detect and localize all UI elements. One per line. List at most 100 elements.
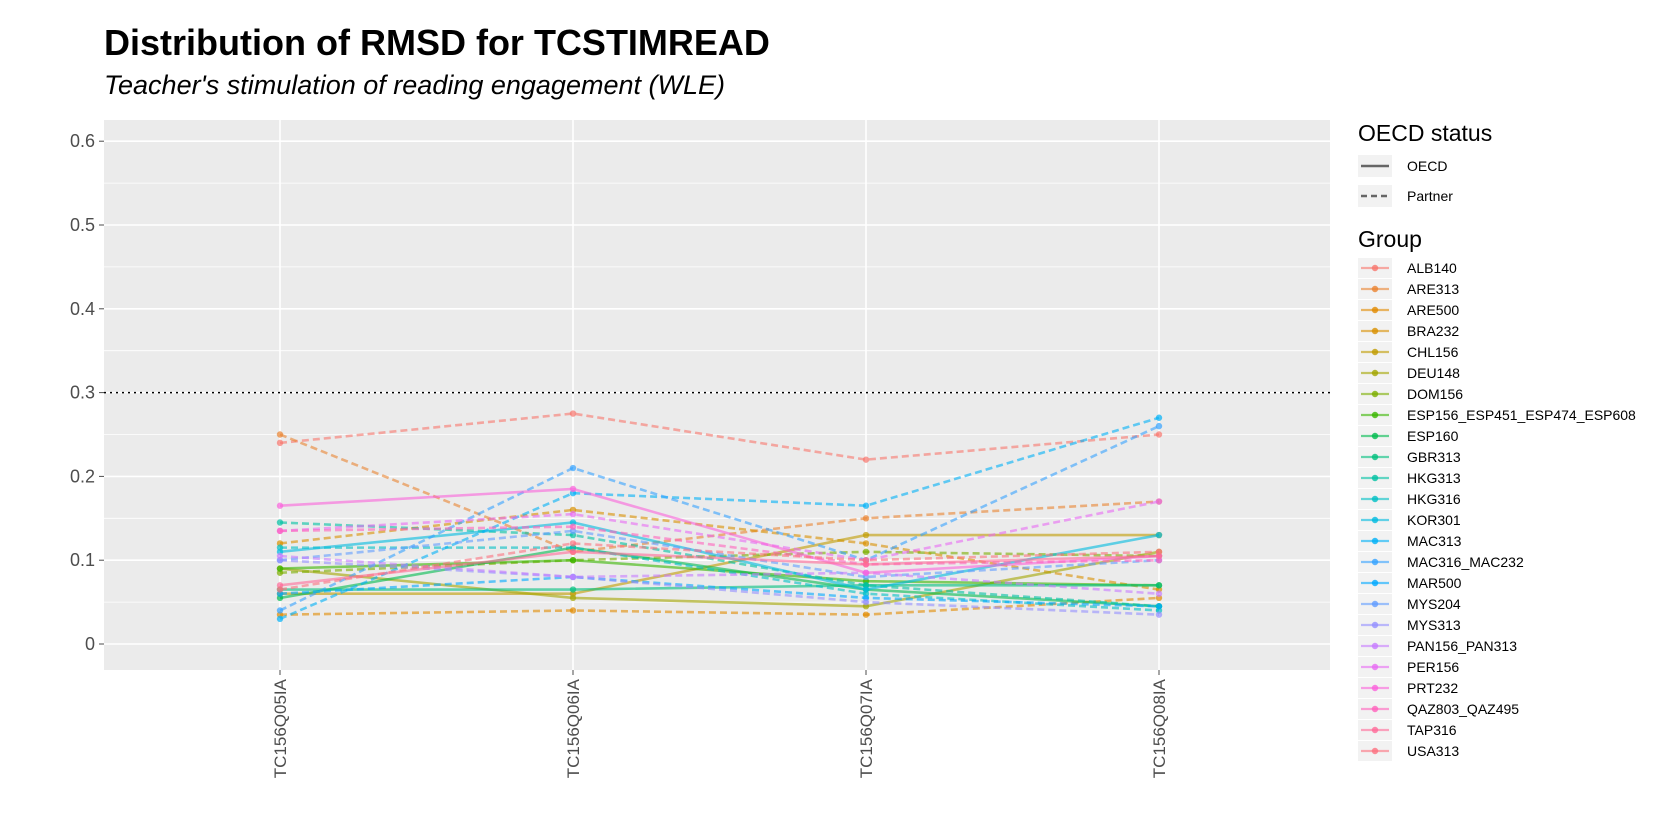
data-point bbox=[862, 515, 870, 522]
data-point bbox=[862, 569, 870, 576]
y-tick-label: 0.6 bbox=[70, 131, 95, 151]
series-line bbox=[279, 529, 1160, 579]
series-line bbox=[279, 575, 1160, 608]
legend-label-group: USA313 bbox=[1407, 743, 1459, 759]
data-point bbox=[569, 548, 577, 556]
series-line bbox=[279, 596, 1160, 616]
legend-key-point bbox=[1371, 705, 1379, 713]
data-point bbox=[276, 615, 284, 623]
data-point bbox=[1155, 431, 1163, 438]
data-point bbox=[569, 540, 577, 547]
legend-label-group: PRT232 bbox=[1407, 680, 1458, 696]
data-point bbox=[569, 410, 577, 417]
data-point bbox=[1155, 414, 1163, 421]
legend-key-point bbox=[1371, 306, 1379, 314]
legend-key-point bbox=[1371, 348, 1379, 356]
data-point bbox=[276, 519, 284, 526]
series-line bbox=[279, 433, 1160, 554]
x-tick-label: TC156Q05IA bbox=[271, 678, 290, 778]
legend-label-status: Partner bbox=[1407, 188, 1453, 204]
x-tick-label: TC156Q08IA bbox=[1150, 678, 1169, 778]
legend-key-point bbox=[1371, 390, 1379, 398]
data-point bbox=[1155, 498, 1163, 505]
x-tick-label: TC156Q06IA bbox=[564, 678, 583, 778]
legend-key-point bbox=[1371, 684, 1379, 692]
legend-label-group: CHL156 bbox=[1407, 344, 1459, 360]
data-point bbox=[862, 611, 870, 618]
data-point bbox=[1155, 603, 1163, 610]
y-tick-label: 0.5 bbox=[70, 215, 95, 235]
data-point bbox=[1155, 611, 1163, 618]
data-point bbox=[862, 557, 870, 564]
data-point bbox=[862, 586, 870, 593]
legend-label-group: ALB140 bbox=[1407, 260, 1457, 276]
data-point bbox=[276, 586, 284, 593]
legend-key-point bbox=[1371, 285, 1379, 293]
data-point bbox=[862, 548, 870, 556]
data-point bbox=[569, 523, 577, 530]
data-point bbox=[862, 540, 870, 547]
series-line bbox=[279, 542, 1160, 591]
legend-key-point bbox=[1371, 432, 1379, 440]
legend-label-status: OECD bbox=[1407, 158, 1447, 174]
legend-key-point bbox=[1371, 600, 1379, 608]
legend-key-point bbox=[1371, 642, 1379, 650]
series-line bbox=[279, 487, 1160, 575]
legend-label-group: HKG313 bbox=[1407, 470, 1461, 486]
legend-key-point bbox=[1371, 474, 1379, 482]
series-line bbox=[279, 546, 1160, 608]
legend-label-group: MAR500 bbox=[1407, 575, 1462, 591]
data-point bbox=[569, 594, 577, 602]
data-point bbox=[569, 510, 577, 518]
legend-label-group: GBR313 bbox=[1407, 449, 1461, 465]
legend-label-group: MYS204 bbox=[1407, 596, 1461, 612]
legend-label-group: MYS313 bbox=[1407, 617, 1461, 633]
series-line bbox=[279, 412, 1160, 461]
legend-key-point bbox=[1371, 495, 1379, 503]
series-line bbox=[279, 508, 1160, 591]
legend-key-point bbox=[1371, 516, 1379, 524]
data-point bbox=[276, 439, 284, 447]
legend-key-point bbox=[1371, 453, 1379, 461]
data-point bbox=[276, 502, 284, 509]
data-point bbox=[1155, 548, 1163, 556]
data-point bbox=[862, 598, 870, 606]
legend-label-group: ESP156_ESP451_ESP474_ESP608 bbox=[1407, 407, 1636, 423]
legend-title-group: Group bbox=[1358, 226, 1422, 252]
x-tick-label: TC156Q07IA bbox=[857, 678, 876, 778]
series-line bbox=[279, 416, 1160, 621]
legend-label-group: HKG316 bbox=[1407, 491, 1461, 507]
data-point bbox=[1155, 590, 1163, 597]
legend-label-group: PER156 bbox=[1407, 659, 1459, 675]
data-point bbox=[276, 431, 284, 438]
legend-key-point bbox=[1371, 663, 1379, 671]
legend-label-group: DOM156 bbox=[1407, 386, 1463, 402]
data-point bbox=[276, 565, 284, 572]
series-line bbox=[280, 546, 1160, 612]
legend-label-group: PAN156_PAN313 bbox=[1407, 638, 1517, 654]
legend-label-group: DEU148 bbox=[1407, 365, 1460, 381]
series-line bbox=[279, 500, 1160, 562]
plot-panel bbox=[104, 120, 1330, 670]
legend-label-group: ARE313 bbox=[1407, 281, 1459, 297]
legend-key-point bbox=[1371, 558, 1379, 566]
data-point bbox=[862, 502, 870, 509]
series-line bbox=[279, 525, 1160, 566]
legend-key-point bbox=[1371, 726, 1379, 734]
data-point bbox=[569, 557, 577, 564]
data-point bbox=[569, 607, 577, 614]
chart-title: Distribution of RMSD for TCSTIMREAD bbox=[104, 22, 770, 63]
data-point bbox=[276, 552, 284, 560]
chart-subtitle: Teacher's stimulation of reading engagem… bbox=[104, 70, 725, 100]
legend-label-group: ARE500 bbox=[1407, 302, 1459, 318]
data-point bbox=[1155, 422, 1163, 430]
legend-key-point bbox=[1371, 747, 1379, 755]
series-line bbox=[279, 550, 1160, 608]
series-line bbox=[280, 533, 1159, 596]
legend-label-group: KOR301 bbox=[1407, 512, 1461, 528]
data-point bbox=[569, 586, 577, 593]
legend-label-group: MAC313 bbox=[1407, 533, 1462, 549]
legend-title-status: OECD status bbox=[1358, 120, 1492, 146]
legend-key-point bbox=[1371, 411, 1379, 419]
